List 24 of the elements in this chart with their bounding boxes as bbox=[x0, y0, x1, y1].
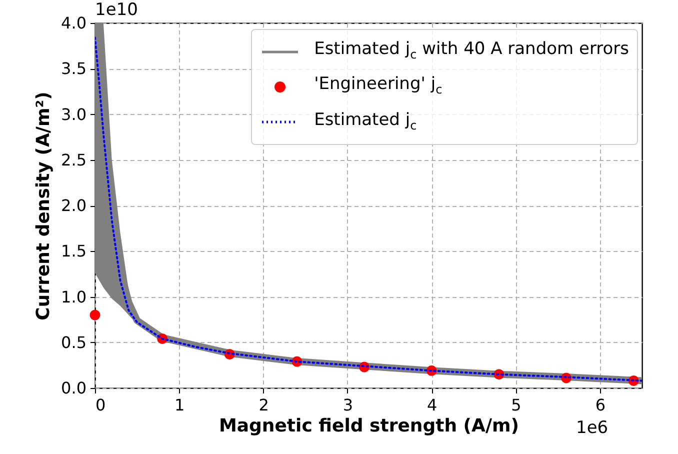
y-tick-label: 3.5 bbox=[61, 59, 86, 78]
x-axis-title: Magnetic field strength (A/m) bbox=[218, 416, 520, 436]
y-tick-label: 1.5 bbox=[61, 242, 86, 261]
point bbox=[90, 310, 100, 320]
x-tick-label: 3 bbox=[342, 396, 354, 414]
y-axis-title: Current density (A/m²) bbox=[33, 92, 54, 320]
y-tick-label: 3.0 bbox=[61, 104, 86, 124]
x-tick-label: 0 bbox=[96, 396, 106, 414]
y-tick-label: 2.0 bbox=[61, 196, 86, 215]
x-tick-label: 2 bbox=[258, 396, 269, 414]
text: 1e10 bbox=[95, 0, 138, 20]
legend-label: Estimated j$_{c}$ bbox=[314, 108, 417, 134]
x-tick-label: 1 bbox=[174, 396, 185, 414]
legend-label: Estimated j$_{c}$ with 40 A random errors bbox=[314, 38, 629, 64]
text: 1e6 bbox=[576, 418, 608, 438]
y-tick-label: 2.5 bbox=[61, 150, 86, 170]
x-tick-label: 6 bbox=[595, 396, 606, 414]
x-tick-label: 5 bbox=[511, 396, 522, 414]
y-tick-label: 1.0 bbox=[61, 287, 86, 306]
legend-label: 'Engineering' j$_{c}$ bbox=[314, 73, 442, 99]
y-tick-label: 0.0 bbox=[61, 378, 86, 398]
y-tick-label: 0.5 bbox=[61, 332, 86, 352]
y-tick-label: 4.0 bbox=[61, 14, 86, 32]
x-tick-label: 4 bbox=[427, 396, 438, 414]
